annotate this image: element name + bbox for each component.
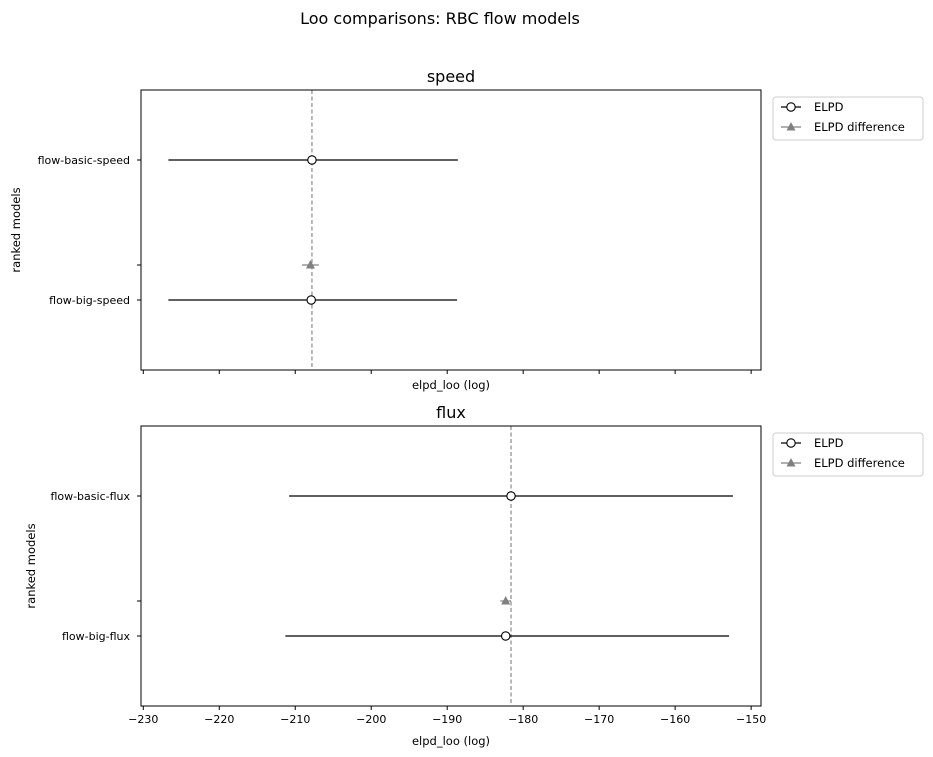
elpd-point [307,155,317,165]
panel-flux: flux flow-basic-flux flow-big-flux −230 −220… [24,403,924,748]
panel-title: flux [436,403,466,422]
x-tick-label: −230 [128,713,158,726]
figure-title: Loo comparisons: RBC flow models [300,9,580,28]
y-tick-label: flow-big-flux [62,630,131,643]
x-tick-label: −160 [660,713,690,726]
legend-elpd-label: ELPD [814,100,844,114]
legend: ELPD ELPD difference [772,432,924,477]
legend: ELPD ELPD difference [772,96,924,141]
legend-diff-label: ELPD difference [814,120,905,134]
x-tick-label: −150 [736,713,766,726]
legend-diff-label: ELPD difference [814,456,905,470]
axes-frame [140,425,762,707]
panels: speed flow-basic-speed flow-big-speed elpd_… [9,67,924,748]
legend-elpd-marker [786,438,796,448]
elpd-point [306,295,316,305]
legend-elpd-marker [786,102,796,112]
x-tick-label: −210 [280,713,310,726]
panel-speed: speed flow-basic-speed flow-big-speed elpd_… [9,67,924,392]
diff-point [305,260,315,269]
diff-point [501,596,511,605]
y-tick-label: flow-basic-flux [50,490,130,503]
x-axis-label: elpd_loo (log) [412,378,490,392]
elpd-point [506,491,516,501]
axes-frame [140,89,762,371]
x-tick-label: −220 [204,713,234,726]
x-axis-label: elpd_loo (log) [412,734,490,748]
y-tick-label: flow-big-speed [49,294,130,307]
y-axis-label: ranked models [9,187,23,272]
x-tick-label: −190 [432,713,462,726]
elpd-point [500,631,511,641]
x-tick-label: −170 [584,713,614,726]
panel-title: speed [427,67,475,86]
legend-diff-marker [786,122,796,131]
legend-box [772,432,924,477]
x-tick-label: −200 [356,713,386,726]
y-tick-label: flow-basic-speed [38,154,130,167]
legend-box [772,96,924,141]
y-axis-label: ranked models [24,523,38,608]
x-tick-label: −180 [508,713,538,726]
legend-elpd-label: ELPD [814,436,844,450]
legend-diff-marker [786,458,796,467]
